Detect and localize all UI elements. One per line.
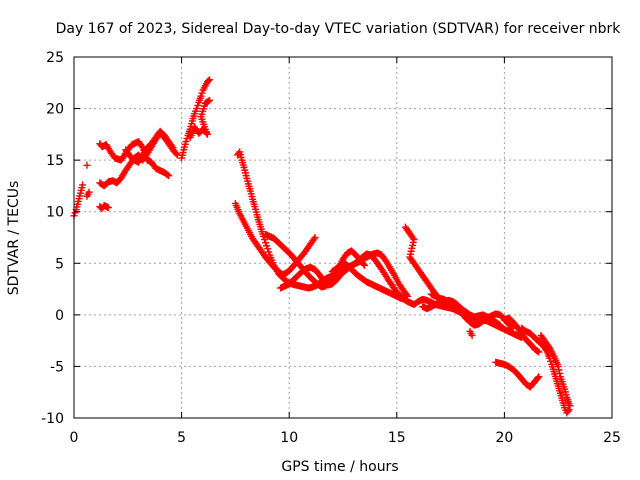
data-point [547,357,555,365]
y-tick-label: 15 [46,153,64,169]
data-point [535,373,543,381]
data-point [565,400,573,408]
data-point [83,161,91,169]
series-arc-1b [83,161,91,169]
series-arc-7 [186,96,214,141]
series-arc-12 [328,259,409,303]
data-point [535,348,543,356]
x-tick-label: 20 [495,430,513,446]
y-tick-label: -5 [50,359,64,375]
x-tick-label: 0 [70,430,79,446]
y-tick-label: 25 [46,50,64,66]
data-point [565,406,573,414]
data-point [169,144,177,152]
data-point [359,260,367,268]
data-point [466,327,474,335]
data-point [556,369,564,377]
data-point [193,105,201,113]
series-arc-9 [231,199,319,279]
data-point [206,96,214,104]
series-arc-5 [122,127,177,166]
data-point [182,138,190,146]
data-point [104,204,112,212]
x-tick-label: 25 [603,430,621,446]
x-tick-label: 15 [388,430,406,446]
data-point [172,150,180,158]
x-tick-label: 5 [177,430,186,446]
data-point [402,291,410,299]
grid [74,57,612,418]
series-arc-17 [466,327,476,339]
series-arc-1 [83,188,93,200]
axis-ticks [73,56,613,419]
data-point [401,295,409,303]
y-tick-label: 5 [55,256,64,272]
data-point [79,181,87,189]
data-point [205,97,212,105]
data-point [264,245,272,253]
data-point [262,239,270,247]
y-tick-label: 10 [46,205,64,221]
data-points [70,76,574,417]
series-arc-2 [96,202,112,213]
x-tick-label: 10 [280,430,298,446]
x-axis-label: GPS time / hours [281,459,398,475]
y-tick-label: 20 [46,102,64,118]
data-point [197,92,205,100]
data-point [85,188,93,196]
data-point [194,101,202,109]
data-point [496,321,504,329]
chart-title: Day 167 of 2023, Sidereal Day-to-day VTE… [56,21,622,37]
data-point [206,76,214,84]
data-point [555,366,563,374]
data-point [534,347,542,355]
plot-frame [73,56,613,419]
series-arc-21 [537,331,573,408]
data-point [534,374,542,382]
data-point [260,236,268,244]
data-point [545,342,553,350]
series-arc-20 [518,324,574,417]
data-point [265,248,273,256]
data-point [554,362,562,370]
y-tick-label: -10 [41,411,64,427]
y-tick-label: 0 [55,308,64,324]
data-point [263,242,271,250]
series-arc-6 [178,76,214,162]
data-point [361,261,369,269]
data-point [138,142,146,150]
y-tick-labels: -10 -5 0 5 10 15 20 25 [41,50,64,427]
data-point [311,234,319,241]
data-point [165,172,173,180]
data-point [205,77,212,85]
data-point [495,320,503,328]
data-point [168,142,176,150]
series-arc-16 [419,296,504,329]
data-point [183,134,191,142]
data-point [71,209,79,217]
data-point [164,171,172,179]
y-axis-label: SDTVAR / TECUs [6,181,22,296]
series-arc-18 [492,358,543,391]
data-point [564,407,572,415]
x-tick-labels: 0 5 10 15 20 25 [70,430,621,446]
data-point [310,235,318,243]
data-point [198,89,206,97]
